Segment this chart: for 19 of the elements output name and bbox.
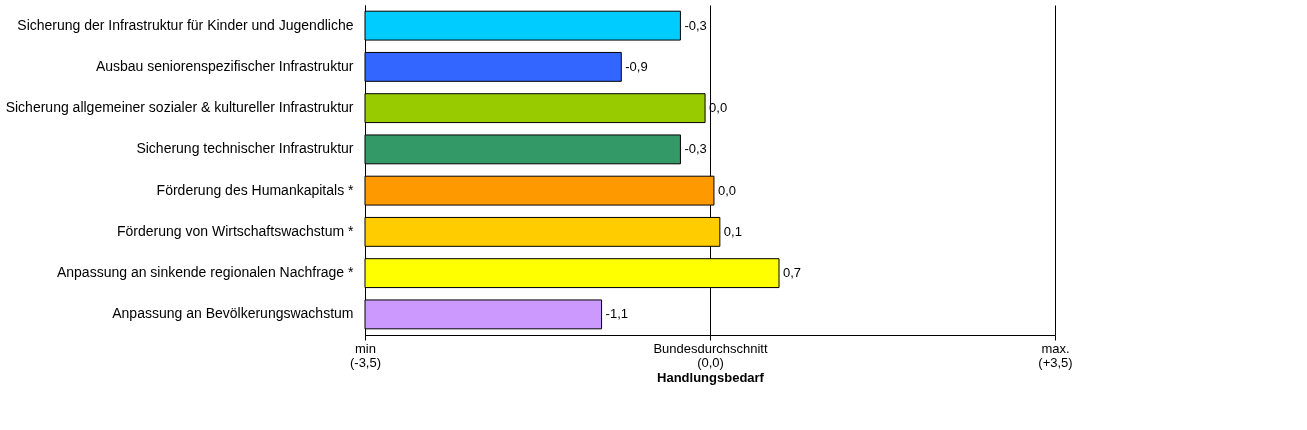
data-label: -0,9 <box>625 58 648 74</box>
data-label: 0,7 <box>783 265 802 281</box>
y-tick-label: Sicherung der Infrastruktur für Kinder und Jugendliche <box>17 16 354 33</box>
x-axis-title: Handlungsbedarf <box>657 369 765 385</box>
x-tick-label: min (-3,5) <box>349 340 382 370</box>
y-tick-label: Ausbau seniorenspezifischer Infrastruktur <box>95 57 354 74</box>
y-tick-label: Sicherung technischer Infrastruktur <box>136 140 354 157</box>
y-tick-label: Förderung des Humankapitals * <box>156 181 355 198</box>
y-tick-label: Anpassung an sinkende regionalen Nachfrage * <box>56 264 355 281</box>
y-tick-label: Förderung von Wirtschaftswachstum * <box>116 222 355 239</box>
data-label: -0,3 <box>684 141 707 157</box>
y-tick-label: Sicherung allgemeiner sozialer & kultureller Infrastruktur <box>5 99 354 116</box>
y-tick-label: Anpassung an Bevölkerungswachstum <box>112 305 354 322</box>
x-tick-label: max. (+3,5) <box>1038 340 1073 370</box>
x-tick-label: Bundesdurchschnitt (0,0) <box>653 340 768 370</box>
data-label: -0,3 <box>684 17 707 33</box>
data-label: -1,1 <box>605 306 628 322</box>
data-label: 0,0 <box>717 182 737 198</box>
data-label: 0,1 <box>723 223 742 239</box>
